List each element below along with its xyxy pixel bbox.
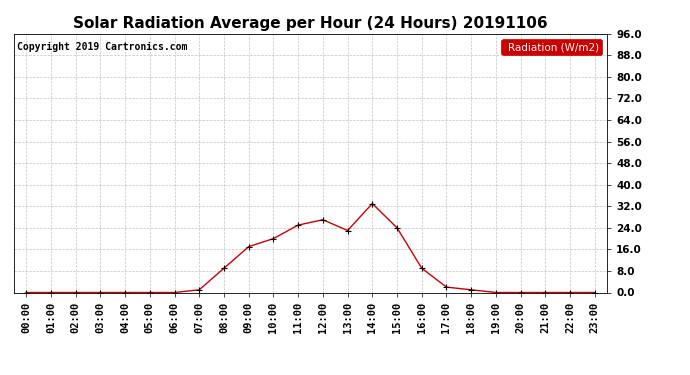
Title: Solar Radiation Average per Hour (24 Hours) 20191106: Solar Radiation Average per Hour (24 Hou…	[73, 16, 548, 31]
Text: Copyright 2019 Cartronics.com: Copyright 2019 Cartronics.com	[17, 42, 187, 51]
Legend: Radiation (W/m2): Radiation (W/m2)	[502, 39, 602, 55]
